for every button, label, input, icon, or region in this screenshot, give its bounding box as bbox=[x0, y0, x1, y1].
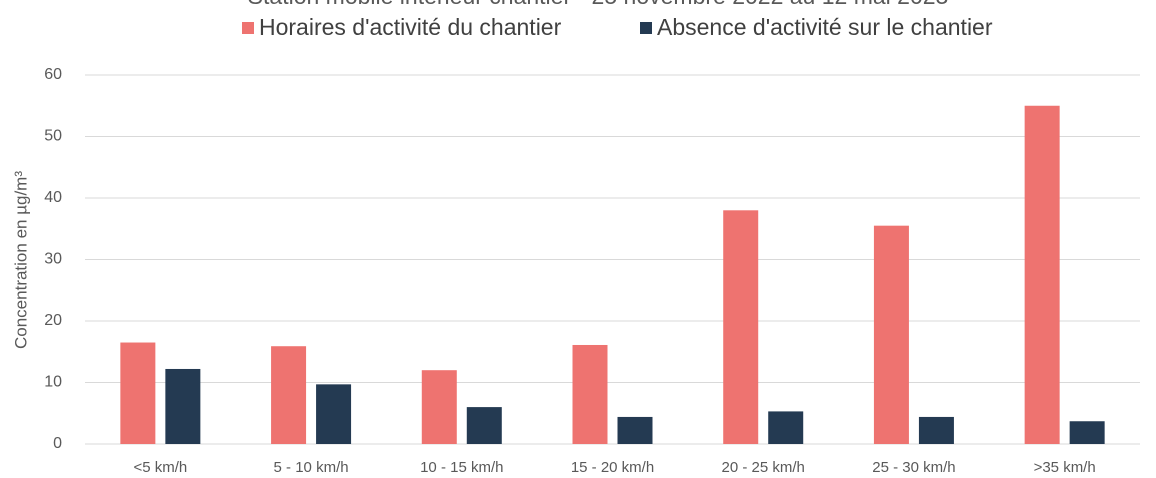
bar bbox=[572, 344, 608, 444]
legend-swatch bbox=[242, 22, 254, 34]
bar bbox=[421, 370, 457, 444]
x-tick-label: 25 - 30 km/h bbox=[872, 459, 955, 476]
y-tick-label: 40 bbox=[44, 189, 62, 206]
legend-swatch bbox=[640, 22, 652, 34]
y-tick-label: 0 bbox=[53, 435, 62, 452]
y-tick-label: 30 bbox=[44, 251, 62, 268]
y-tick-label: 20 bbox=[44, 312, 62, 329]
bar bbox=[120, 342, 156, 444]
bar bbox=[918, 416, 954, 444]
legend-label: Absence d'activité sur le chantier bbox=[657, 14, 993, 40]
y-tick-label: 60 bbox=[44, 66, 62, 83]
bar bbox=[165, 368, 201, 444]
chart-title: Station mobile intérieur chantier - 25 n… bbox=[248, 0, 949, 9]
y-tick-label: 10 bbox=[44, 374, 62, 391]
x-tick-label: 5 - 10 km/h bbox=[274, 459, 349, 476]
x-tick-label: <5 km/h bbox=[133, 459, 187, 476]
y-axis-label: Concentration en µg/m³ bbox=[11, 171, 30, 349]
x-tick-label: >35 km/h bbox=[1034, 459, 1096, 476]
bar bbox=[723, 210, 759, 444]
legend-label: Horaires d'activité du chantier bbox=[259, 14, 562, 40]
bar bbox=[873, 225, 909, 444]
bar bbox=[768, 411, 804, 444]
bar bbox=[617, 416, 653, 444]
y-tick-label: 50 bbox=[44, 128, 62, 145]
bar bbox=[1024, 105, 1060, 444]
bar bbox=[271, 346, 307, 444]
x-tick-label: 15 - 20 km/h bbox=[571, 459, 654, 476]
x-tick-label: 20 - 25 km/h bbox=[722, 459, 805, 476]
bar bbox=[466, 407, 502, 444]
x-tick-label: 10 - 15 km/h bbox=[420, 459, 503, 476]
bar bbox=[316, 384, 352, 444]
bar bbox=[1069, 421, 1105, 444]
